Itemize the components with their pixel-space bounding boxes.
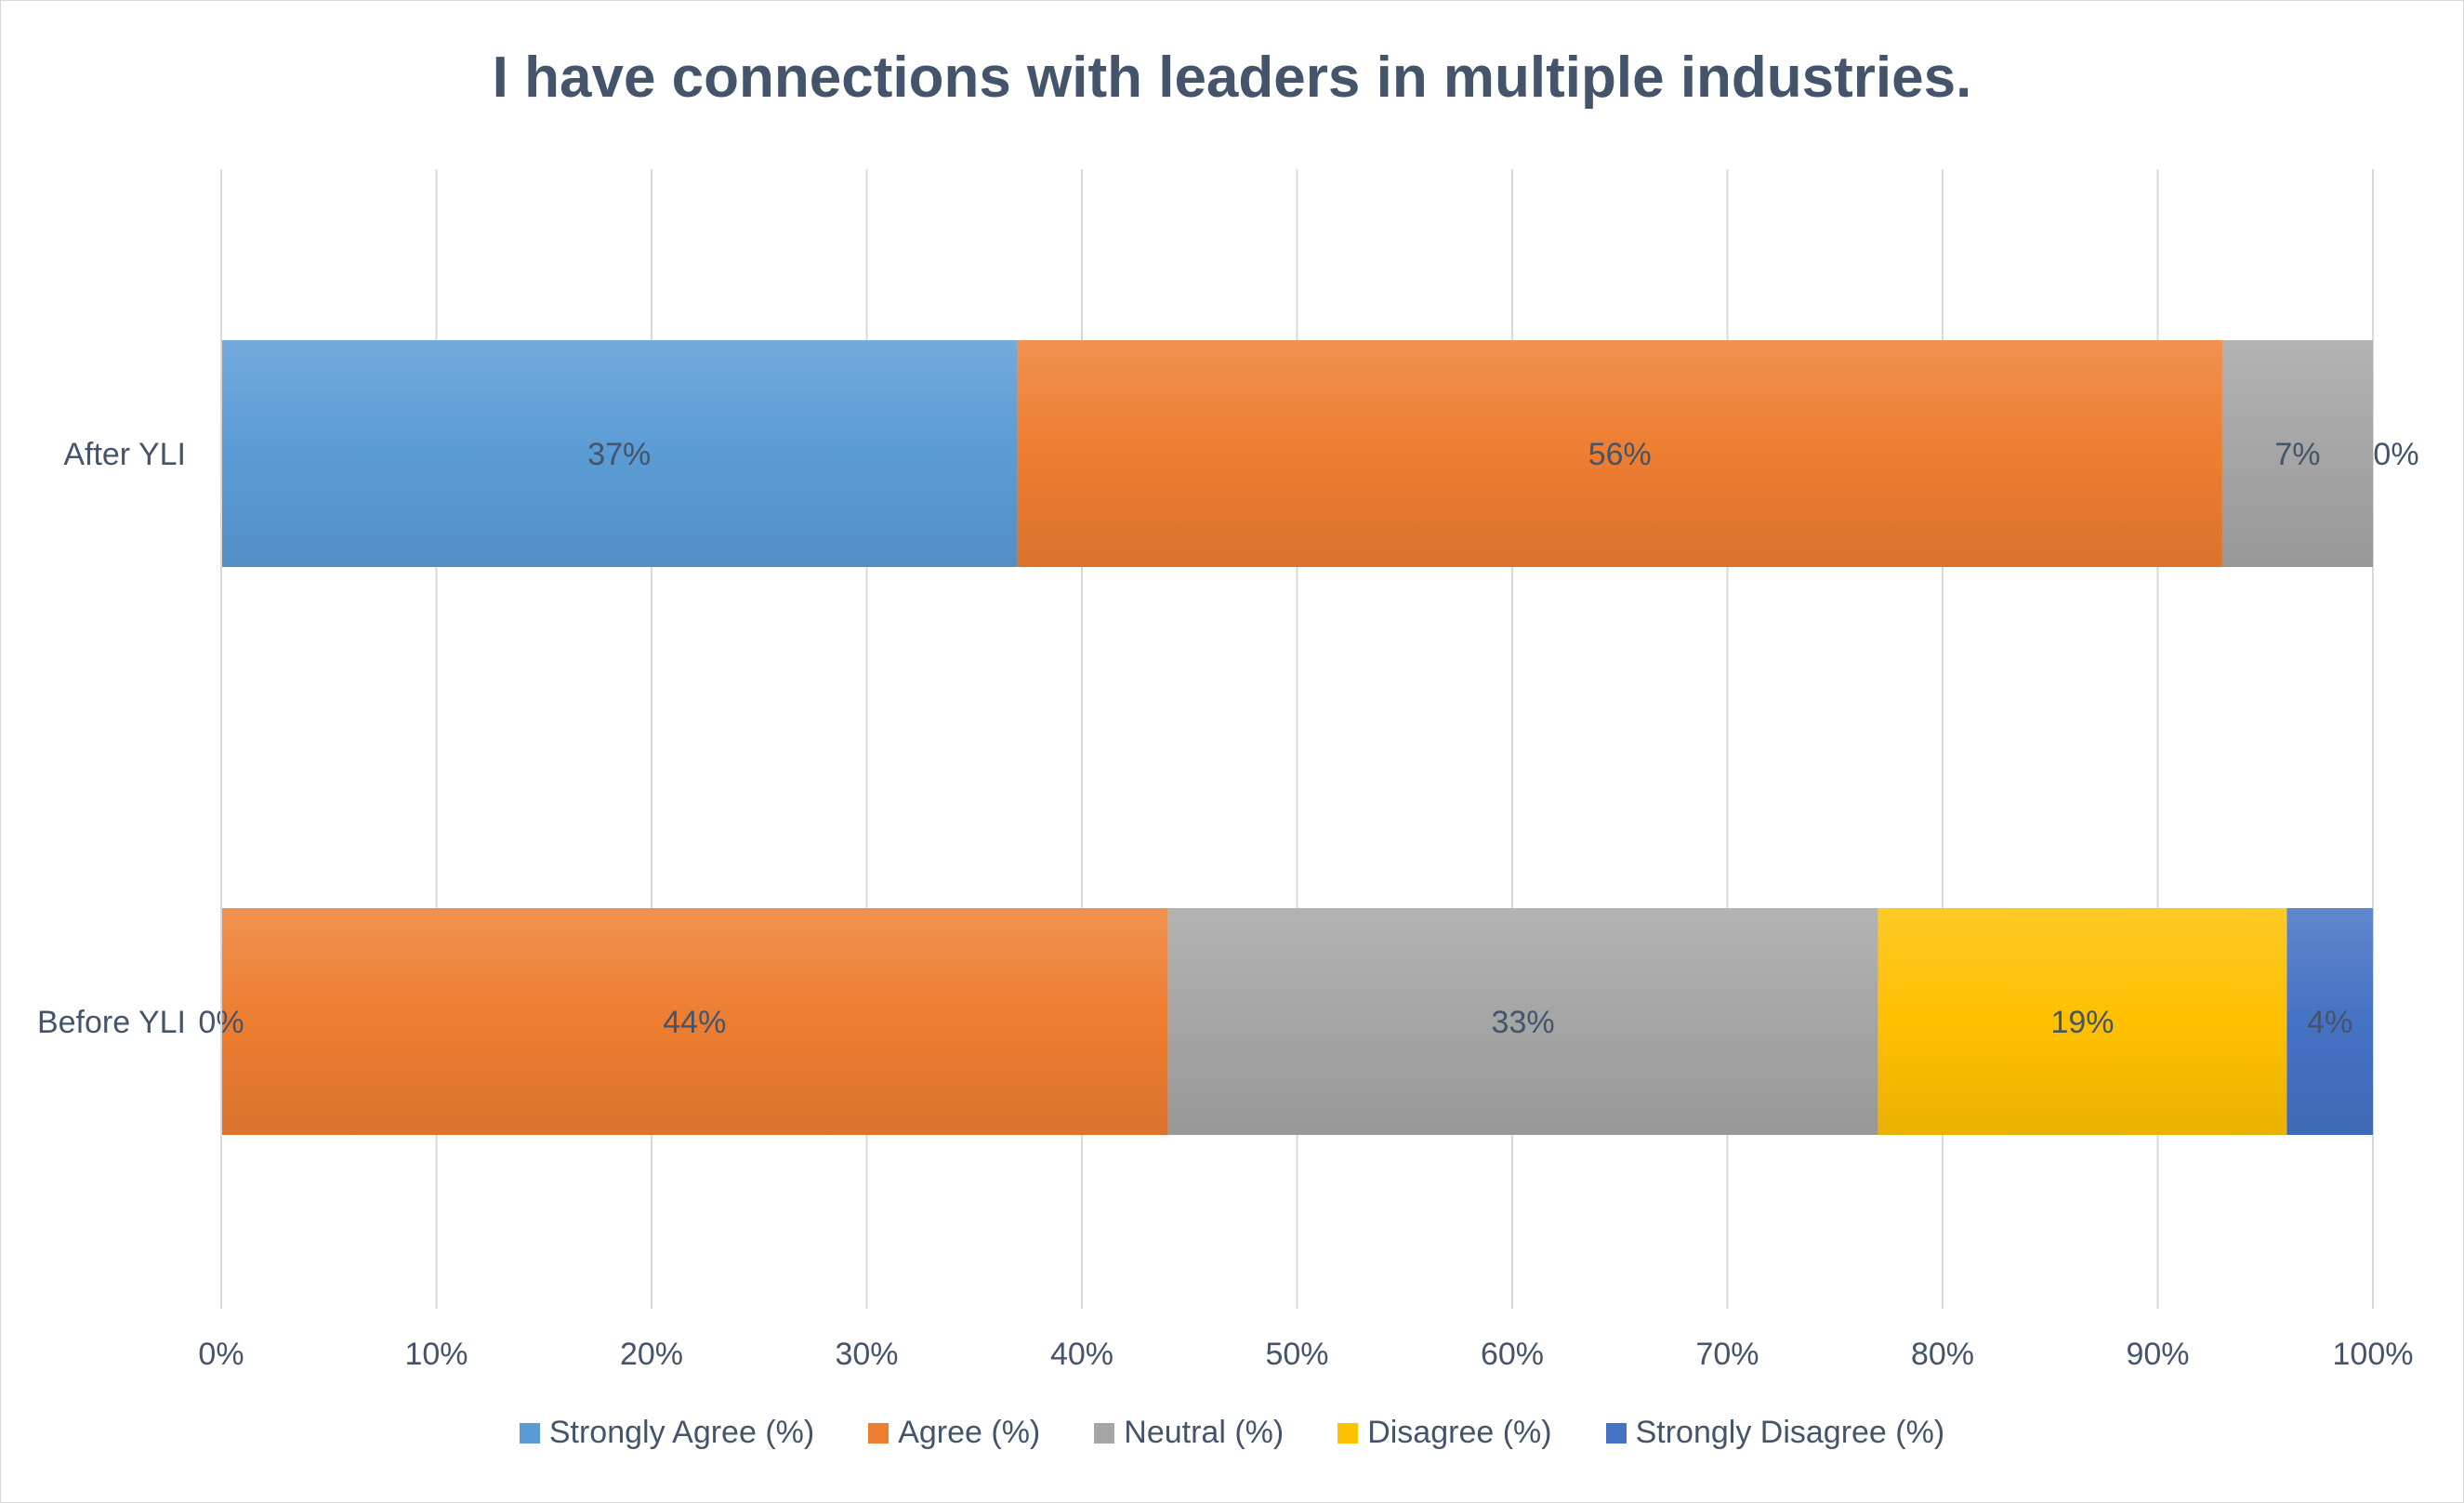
gridlines: [220, 169, 2374, 1309]
x-tick-label: 10%: [404, 1337, 468, 1372]
x-tick-label: 50%: [1265, 1337, 1328, 1372]
axes: 0% 10% 20% 30% 40% 50% 60% 70% 80% 90% 100% After Y…: [37, 169, 2414, 1372]
legend-swatch: [1605, 1422, 1627, 1444]
x-tick-label: 90%: [2126, 1337, 2189, 1372]
bar-segment: [2221, 340, 2373, 567]
x-tick-label: 70%: [1695, 1337, 1759, 1372]
legend: Strongly Agree (%) Agree (%) Neutral (%) Di…: [0, 1415, 2464, 1451]
data-label: 33%: [1492, 1005, 1555, 1040]
bar-segment: [1878, 908, 2287, 1135]
legend-label: Neutral (%): [1124, 1415, 1285, 1450]
category-label: After YLI: [63, 437, 186, 472]
x-tick-label: 100%: [2333, 1337, 2414, 1372]
legend-label: Strongly Disagree (%): [1635, 1415, 1945, 1450]
data-label: 44%: [663, 1005, 726, 1040]
legend-label: Strongly Agree (%): [548, 1415, 815, 1450]
bar-segment: [221, 908, 1168, 1135]
legend-label: Agree (%): [898, 1415, 1041, 1450]
bar-segment: [1017, 340, 2222, 567]
data-label: 0%: [2373, 437, 2418, 472]
legend-swatch: [519, 1422, 540, 1444]
bar-segment: [221, 340, 1018, 567]
legend-item: Neutral (%): [1094, 1415, 1284, 1451]
legend-swatch: [1094, 1422, 1115, 1444]
bar-segment: [2286, 908, 2373, 1135]
legend-item: Agree (%): [868, 1415, 1040, 1451]
category-label: Before YLI: [37, 1005, 186, 1040]
legend-item: Strongly Agree (%): [519, 1415, 815, 1451]
legend-item: Strongly Disagree (%): [1605, 1415, 1945, 1451]
data-label: 37%: [587, 437, 651, 472]
data-label: 4%: [2307, 1005, 2352, 1040]
legend-swatch: [1337, 1422, 1359, 1444]
x-tick-label: 60%: [1481, 1337, 1544, 1372]
legend-label: Disagree (%): [1367, 1415, 1552, 1450]
legend-swatch: [868, 1422, 889, 1444]
x-tick-label: 0%: [198, 1337, 244, 1372]
bar-segment: [1167, 908, 1878, 1135]
data-label: 7%: [2274, 437, 2320, 472]
data-label: 19%: [2050, 1005, 2114, 1040]
x-tick-label: 30%: [835, 1337, 898, 1372]
data-label: 56%: [1588, 437, 1652, 472]
bars: [221, 340, 2373, 1135]
x-tick-label: 80%: [1911, 1337, 1974, 1372]
data-labels: 37% 56% 7% 0%0% 44% 33% 19% 4%: [198, 437, 2418, 1040]
x-tick-label: 40%: [1050, 1337, 1113, 1372]
x-tick-label: 20%: [620, 1337, 683, 1372]
legend-item: Disagree (%): [1337, 1415, 1552, 1451]
chart-title: I have connections with leaders in multi…: [492, 46, 1972, 110]
